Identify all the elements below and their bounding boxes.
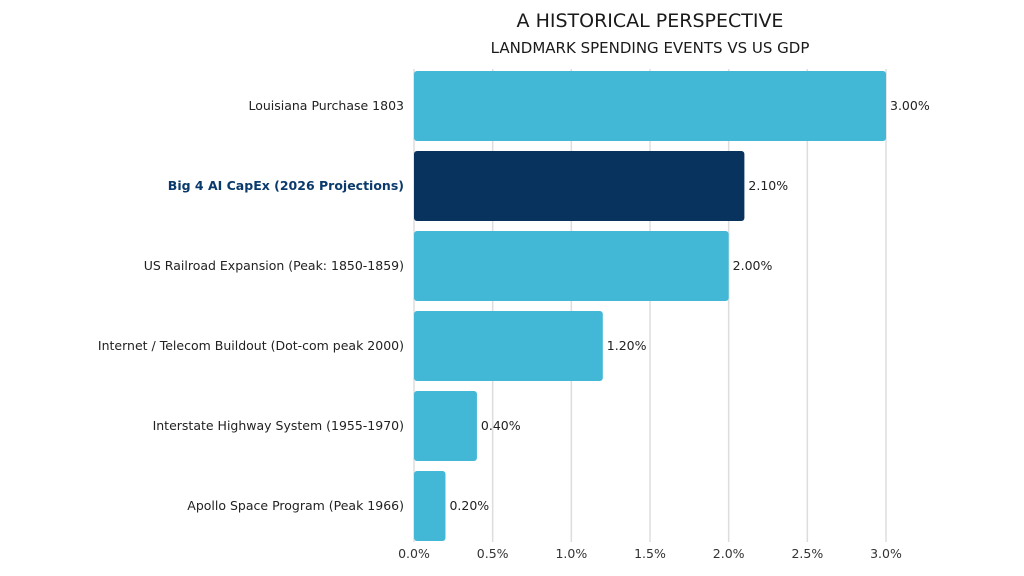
bar [414, 391, 477, 461]
data-label: 2.00% [733, 258, 773, 273]
bar [414, 231, 729, 301]
bar [414, 151, 745, 221]
category-label: Internet / Telecom Buildout (Dot-com pea… [98, 338, 404, 353]
chart-title: A HISTORICAL PERSPECTIVE [517, 10, 784, 32]
chart-subtitle: LANDMARK SPENDING EVENTS VS US GDP [491, 39, 810, 57]
x-tick-label: 2.0% [713, 546, 745, 561]
category-label: Big 4 AI CapEx (2026 Projections) [168, 178, 404, 193]
x-tick-label: 0.5% [477, 546, 509, 561]
x-tick-label: 1.0% [555, 546, 587, 561]
x-tick-label: 3.0% [870, 546, 902, 561]
x-axis-ticks: 0.0% 0.5% 1.0% 1.5% 2.0% 2.5% 3.0% [398, 546, 902, 561]
data-label: 0.20% [449, 498, 489, 513]
x-tick-label: 1.5% [634, 546, 666, 561]
category-label: Louisiana Purchase 1803 [248, 98, 404, 113]
data-label: 2.10% [748, 178, 788, 193]
category-label: Apollo Space Program (Peak 1966) [187, 498, 404, 513]
bar [414, 311, 603, 381]
bars: Louisiana Purchase 1803 3.00% Big 4 AI Cap… [98, 71, 930, 541]
bar [414, 471, 446, 541]
x-tick-label: 2.5% [791, 546, 823, 561]
x-tick-label: 0.0% [398, 546, 430, 561]
category-label: Interstate Highway System (1955-1970) [153, 418, 404, 433]
category-label: US Railroad Expansion (Peak: 1850-1859) [144, 258, 404, 273]
data-label: 3.00% [890, 98, 930, 113]
data-label: 1.20% [607, 338, 647, 353]
bar [414, 71, 886, 141]
gridlines [413, 69, 887, 542]
data-label: 0.40% [481, 418, 521, 433]
